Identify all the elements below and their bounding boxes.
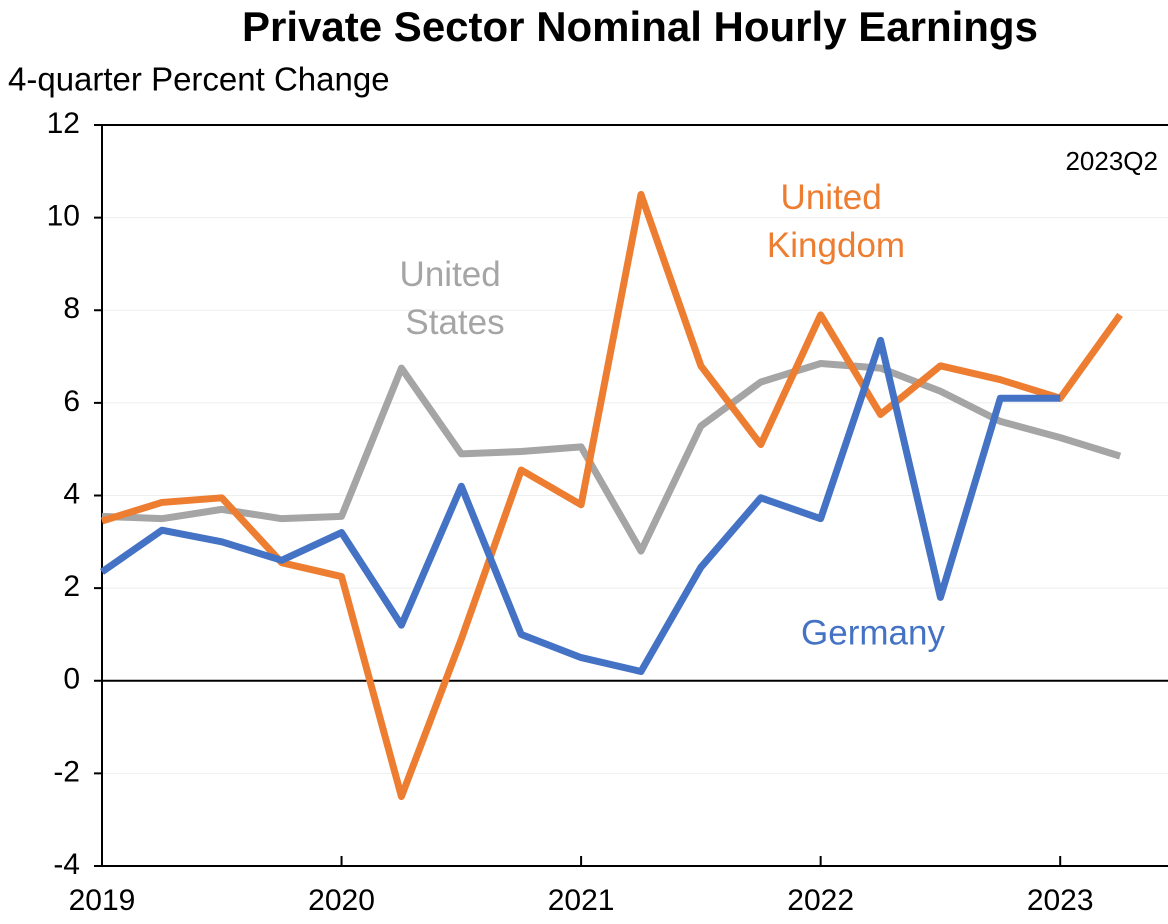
y-tick-label: -2 xyxy=(53,755,80,788)
y-axis-label: 4-quarter Percent Change xyxy=(8,61,390,98)
y-tick-label: 10 xyxy=(47,200,80,233)
x-tick-label: 2019 xyxy=(69,884,136,917)
series-label: United States xyxy=(400,255,511,342)
y-tick-label: 6 xyxy=(63,385,80,418)
series-label-line: United xyxy=(400,255,511,294)
series-label-line: United xyxy=(781,178,892,217)
series-line xyxy=(100,190,1123,801)
chart-title: Private Sector Nominal Hourly Earnings xyxy=(242,3,1038,50)
series-label: United Kingdom xyxy=(767,178,905,265)
series-label: Germany xyxy=(801,613,945,652)
y-tick-label: 0 xyxy=(63,663,80,696)
y-tick-label: 2 xyxy=(63,570,80,603)
y-tick-label: 4 xyxy=(63,477,80,510)
x-tick-label: 2021 xyxy=(548,884,615,917)
x-tick-label: 2020 xyxy=(308,884,375,917)
y-tick-label: 8 xyxy=(63,292,80,325)
x-tick-label: 2023 xyxy=(1027,884,1094,917)
series-line xyxy=(101,360,1122,555)
y-tick-label: -4 xyxy=(53,848,80,881)
series-label-line: States xyxy=(405,303,504,342)
series-line xyxy=(100,336,1061,675)
series-label-line: Kingdom xyxy=(767,226,905,265)
annotation: 2023Q2 xyxy=(1065,146,1158,176)
y-tick-label: 12 xyxy=(47,107,80,140)
x-tick-label: 2022 xyxy=(787,884,854,917)
